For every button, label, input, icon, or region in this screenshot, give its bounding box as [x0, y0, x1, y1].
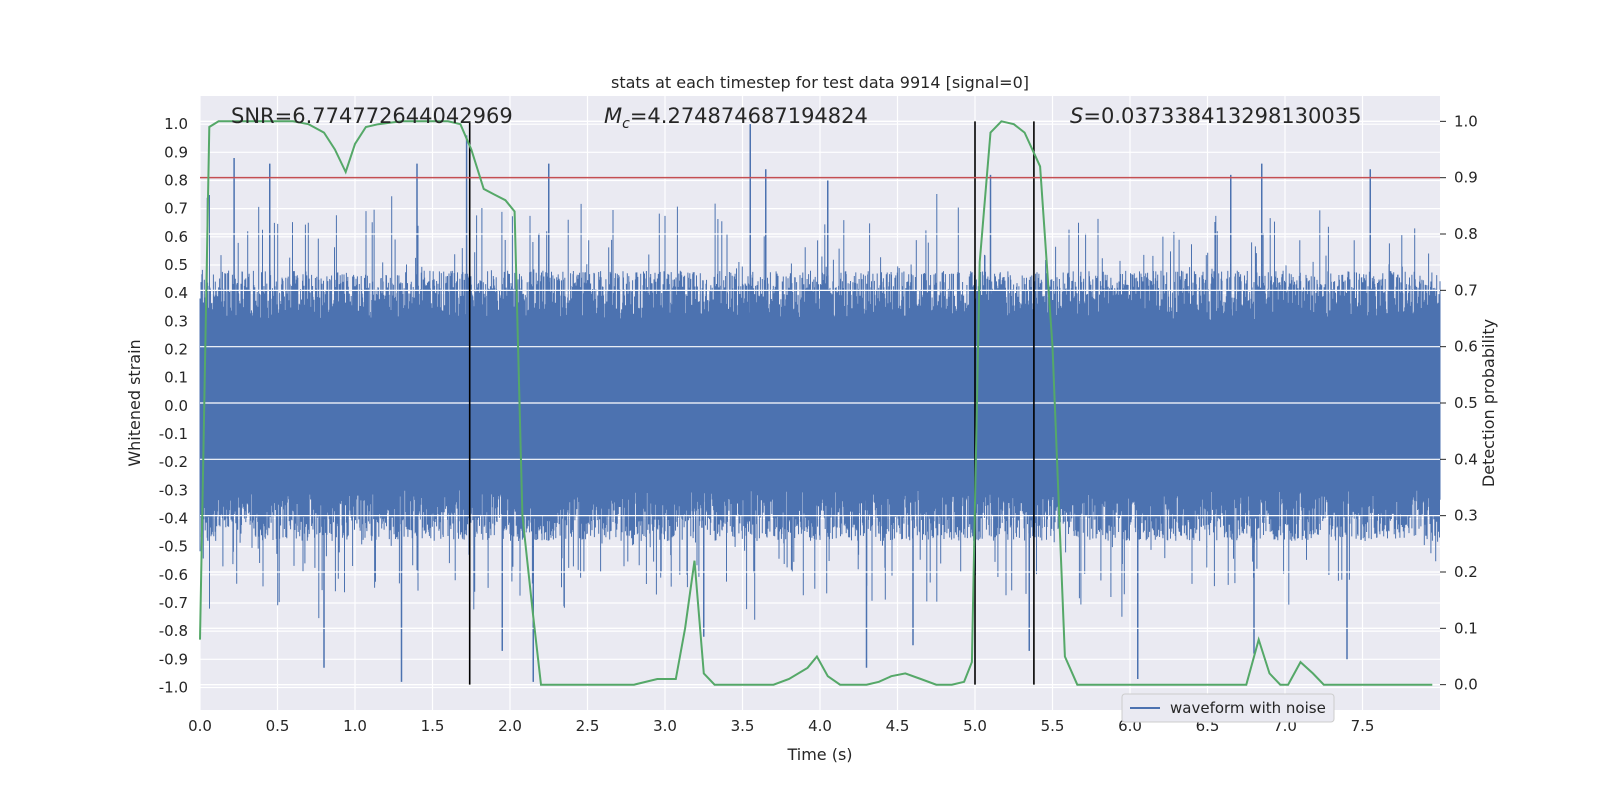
legend-entry-waveform: waveform with noise	[1170, 699, 1326, 717]
y-tick-label: -0.4	[159, 509, 188, 527]
chirp-mass-annotation: Mc=4.274874687194824	[604, 104, 868, 132]
y-tick-label: 0.8	[164, 171, 188, 189]
y-tick-label: -0.3	[159, 481, 188, 499]
waveform-series	[199, 120, 1441, 686]
y-tick-label: 0.1	[164, 369, 188, 387]
x-tick-label: 7.5	[1351, 717, 1375, 735]
y2-tick-label: 0.0	[1454, 676, 1478, 694]
vertical-markers	[468, 121, 1035, 685]
chirp-mass-symbol: M	[604, 104, 622, 128]
x-tick-label: 1.0	[343, 717, 367, 735]
legend: waveform with noise	[1121, 693, 1335, 723]
probability-line	[199, 120, 1433, 686]
x-tick-label: 1.5	[421, 717, 445, 735]
s-annotation: S=0.037338413298130035	[1070, 104, 1361, 128]
legend-box	[1121, 693, 1335, 723]
y2-tick-label: 0.9	[1454, 169, 1478, 187]
s-symbol: S	[1070, 104, 1083, 128]
x-tick-label: 5.5	[1041, 717, 1065, 735]
y-axis-label: Whitened strain	[125, 339, 144, 466]
y2-tick-label: 0.5	[1454, 394, 1478, 412]
y-tick-label: -0.6	[159, 566, 188, 584]
y-tick-label: -0.7	[159, 594, 188, 612]
y-tick-label: 1.0	[164, 115, 188, 133]
x-tick-label: 5.0	[963, 717, 987, 735]
y2-tick-label: 0.4	[1454, 450, 1478, 468]
y-tick-label: 0.3	[164, 312, 188, 330]
y-tick-label: 0.7	[164, 200, 188, 218]
x-tick-label: 2.0	[498, 717, 522, 735]
y-tick-label: -0.1	[159, 425, 188, 443]
x-axis-label: Time (s)	[786, 745, 852, 764]
chirp-mass-subscript: c	[622, 116, 630, 132]
y2-axis-label: Detection probability	[1479, 319, 1498, 487]
y-tick-label: 0.5	[164, 256, 188, 274]
y2-tick-label: 0.3	[1454, 507, 1478, 525]
y2-tick-label: 0.7	[1454, 281, 1478, 299]
x-tick-label: 3.0	[653, 717, 677, 735]
y-tick-label: 0.9	[164, 143, 188, 161]
x-tick-label: 4.5	[886, 717, 910, 735]
x-tick-label: 4.0	[808, 717, 832, 735]
y-tick-label: -0.2	[159, 453, 188, 471]
waveform-core-band	[200, 321, 1440, 491]
s-value: =0.037338413298130035	[1083, 104, 1361, 128]
y-tick-label: 0.6	[164, 228, 188, 246]
x-tick-label: 0.5	[266, 717, 290, 735]
y2-tick-label: 0.2	[1454, 563, 1478, 581]
y-tick-label: -0.5	[159, 538, 188, 556]
y-tick-label: -1.0	[159, 678, 188, 696]
probability-series	[199, 120, 1433, 686]
snr-annotation: SNR=6.774772644042969	[231, 104, 513, 128]
y2-tick-label: 0.6	[1454, 338, 1478, 356]
x-tick-label: 3.5	[731, 717, 755, 735]
y-tick-label: -0.9	[159, 650, 188, 668]
x-tick-label: 0.0	[188, 717, 212, 735]
y2-tick-label: 0.1	[1454, 619, 1478, 637]
y-tick-label: 0.2	[164, 340, 188, 358]
chirp-mass-value: =4.274874687194824	[630, 104, 868, 128]
x-tick-label: 2.5	[576, 717, 600, 735]
y-tick-label: -0.8	[159, 622, 188, 640]
chart-title: stats at each timestep for test data 991…	[611, 73, 1029, 92]
y2-tick-label: 0.8	[1454, 225, 1478, 243]
y2-tick-label: 1.0	[1454, 112, 1478, 130]
y-tick-label: 0.4	[164, 284, 188, 302]
y-tick-label: 0.0	[164, 397, 188, 415]
